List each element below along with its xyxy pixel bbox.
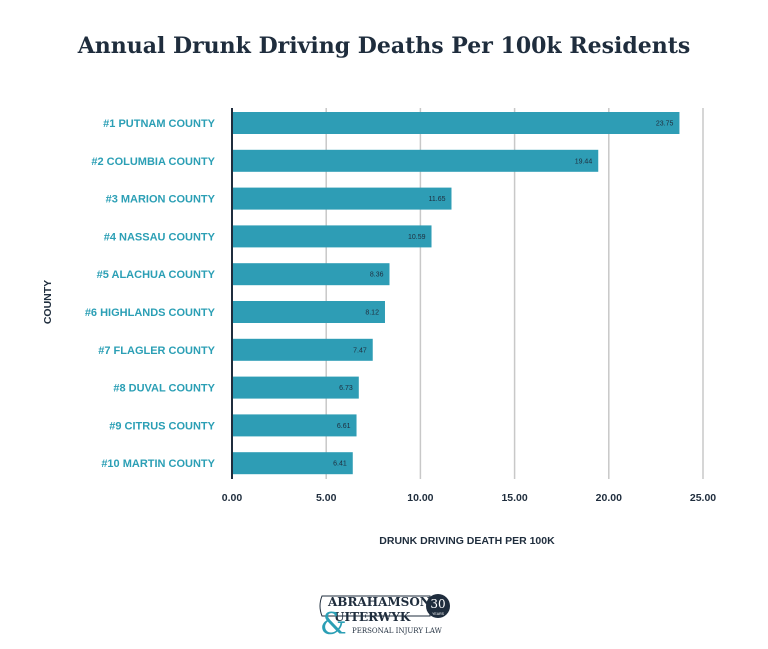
x-axis-label: DRUNK DRIVING DEATH PER 100K (379, 535, 555, 547)
data-label: 11.65 (428, 196, 445, 203)
bar (232, 338, 373, 361)
category-label: #9 CITRUS COUNTY (109, 420, 215, 432)
data-label: 6.61 (337, 423, 351, 430)
category-label: #7 FLAGLER COUNTY (98, 345, 215, 357)
bar (232, 149, 599, 172)
chart-title: Annual Drunk Driving Deaths Per 100k Res… (77, 33, 691, 59)
category-label: #5 ALACHUA COUNTY (97, 269, 216, 281)
bar (232, 376, 359, 399)
bar (232, 301, 385, 323)
data-label: 10.59 (408, 234, 426, 241)
category-label: #10 MARTIN COUNTY (101, 458, 215, 470)
bar (232, 414, 357, 437)
x-tick-label: 0.00 (222, 492, 243, 504)
logo-line3: PERSONAL INJURY LAW (352, 627, 443, 635)
data-label: 6.73 (339, 385, 353, 392)
ampersand-icon: & (320, 607, 347, 642)
data-label: 23.75 (656, 121, 674, 128)
logo-line1: ABRAHAMSON (327, 595, 431, 609)
data-label: 19.44 (575, 158, 593, 165)
logo: ABRAHAMSON UITERWYK PERSONAL INJURY LAW … (319, 594, 450, 642)
bar (232, 112, 680, 134)
bar (232, 452, 353, 475)
x-tick-label: 10.00 (407, 492, 433, 504)
category-label: #4 NASSAU COUNTY (104, 231, 216, 243)
x-tick-label: 5.00 (316, 492, 337, 504)
bar (232, 225, 432, 248)
logo-badge: 30 (430, 597, 445, 611)
data-label: 7.47 (353, 347, 367, 354)
x-tick-label: 20.00 (596, 492, 622, 504)
category-label: #8 DUVAL COUNTY (113, 383, 215, 395)
category-label: #2 COLUMBIA COUNTY (91, 156, 215, 168)
logo-badge-sub: YEARS (432, 612, 445, 616)
data-label: 6.41 (333, 461, 347, 468)
category-label: #3 MARION COUNTY (106, 194, 216, 206)
data-label: 8.36 (370, 272, 384, 279)
bar (232, 263, 390, 286)
x-tick-label: 25.00 (690, 492, 716, 504)
category-label: #1 PUTNAM COUNTY (103, 118, 216, 130)
y-axis-label: COUNTY (42, 280, 54, 324)
logo-line2: UITERWYK (334, 610, 411, 624)
x-tick-label: 15.00 (501, 492, 527, 504)
category-label: #6 HIGHLANDS COUNTY (85, 307, 216, 319)
bar (232, 187, 452, 210)
data-label: 8.12 (365, 310, 379, 317)
